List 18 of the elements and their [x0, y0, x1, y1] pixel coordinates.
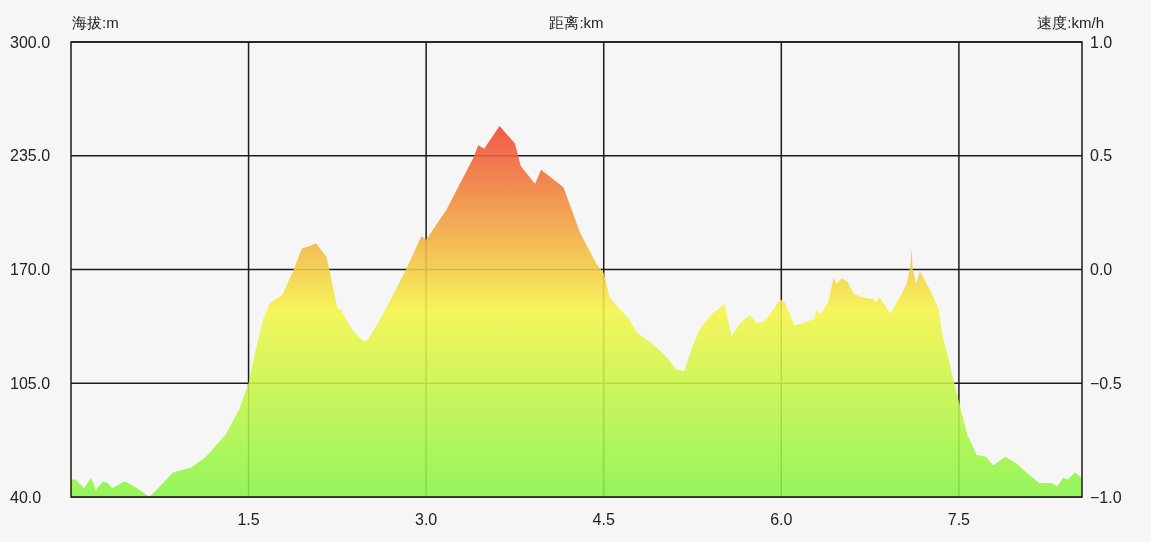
y2-tick-label: 0.0: [1090, 261, 1113, 278]
y2-axis-title: 速度:km/h: [1037, 13, 1104, 31]
y2-tick-label: 0.5: [1090, 147, 1113, 165]
y-tick-label: 235.0: [10, 147, 51, 165]
x-tick-label: 3.0: [415, 510, 438, 528]
y2-tick-label: −1.0: [1090, 488, 1122, 506]
y2-tick-label: −0.5: [1090, 374, 1122, 392]
y-tick-label: 40.0: [10, 488, 42, 506]
y-tick-label: 105.0: [10, 374, 51, 392]
x-tick-label: 6.0: [770, 510, 793, 528]
y2-tick-label: 1.0: [1090, 33, 1113, 51]
x-axis-title: 距离:km: [549, 13, 604, 31]
x-tick-label: 1.5: [237, 510, 260, 528]
y-tick-label: 170.0: [10, 261, 51, 278]
y-tick-label: 300.0: [10, 33, 51, 51]
x-tick-label: 4.5: [592, 510, 615, 528]
x-tick-label: 7.5: [947, 510, 971, 528]
y-axis-title: 海拔:m: [72, 13, 119, 31]
